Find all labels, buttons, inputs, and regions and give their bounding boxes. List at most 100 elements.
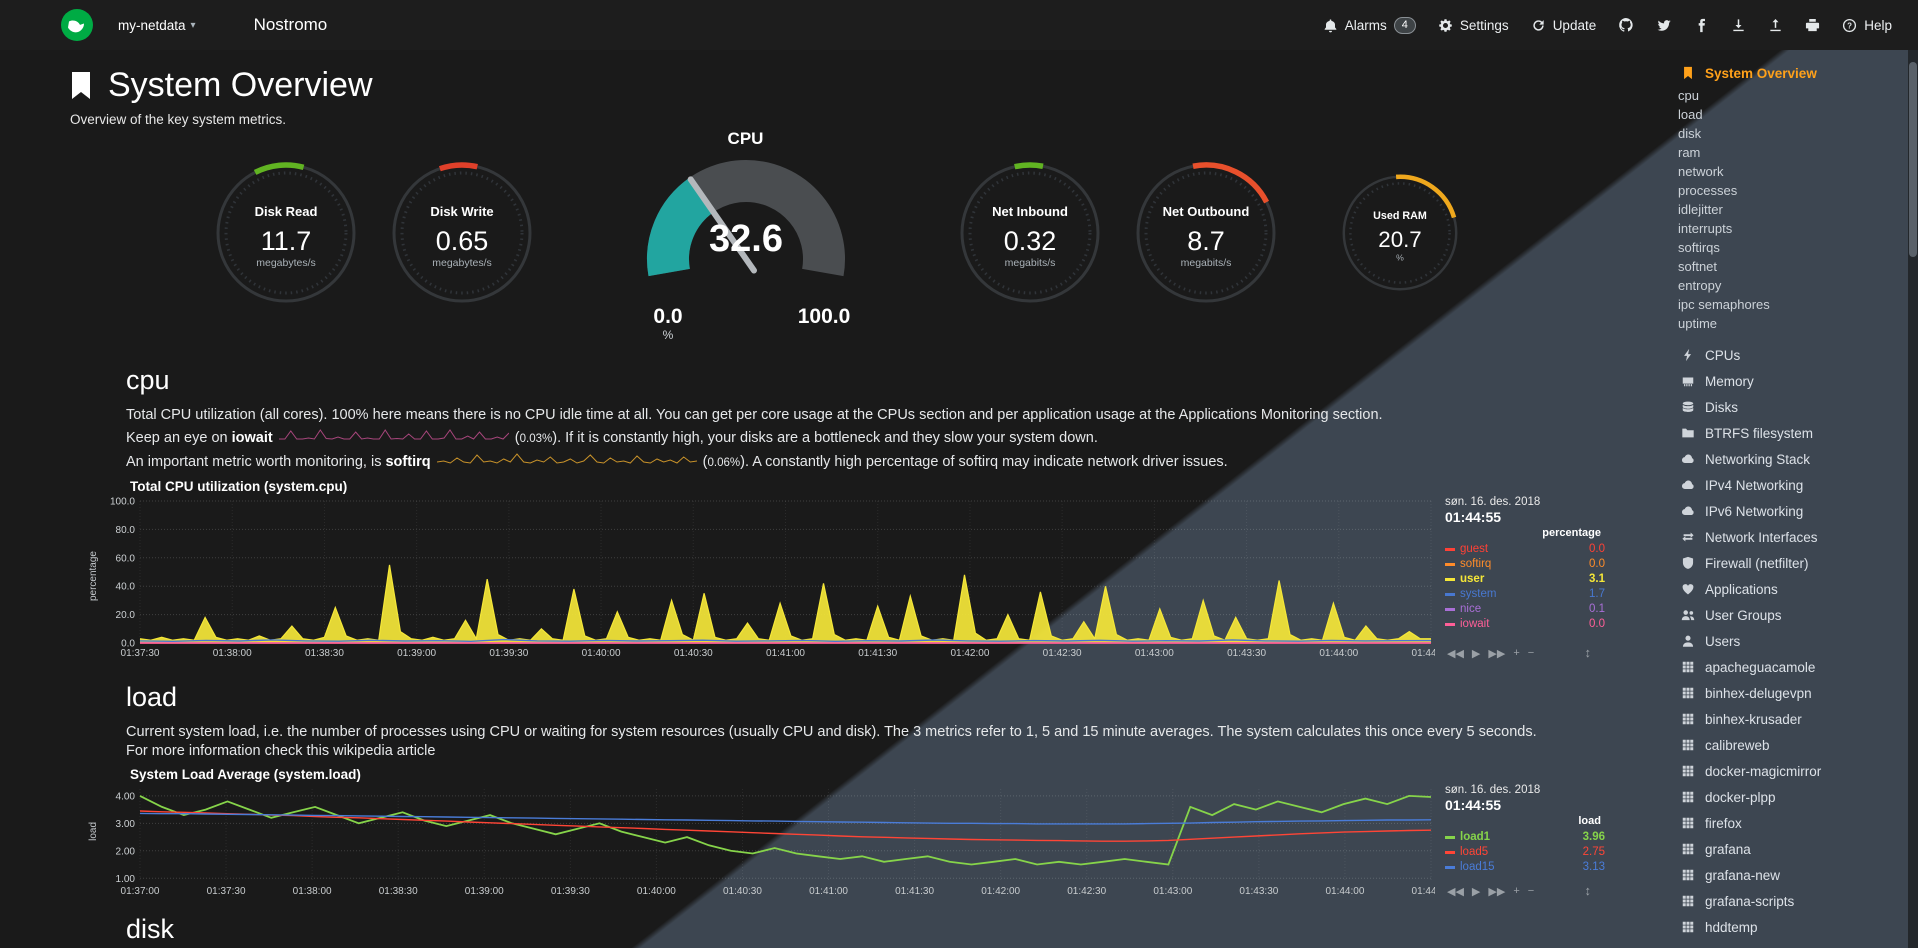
gauge-disk-read[interactable]: Disk Read 11.7 megabytes/s: [211, 158, 361, 313]
svg-text:01:42:00: 01:42:00: [981, 886, 1020, 897]
sidebar-item-apacheguacamole[interactable]: apacheguacamole: [1674, 654, 1906, 680]
sidebar-item-calibreweb[interactable]: calibreweb: [1674, 732, 1906, 758]
sidebar-item-docker-plpp[interactable]: docker-plpp: [1674, 784, 1906, 810]
facebook-icon: [1694, 18, 1709, 33]
hostname-dropdown[interactable]: my-netdata ▾: [118, 18, 196, 33]
svg-text:01:38:00: 01:38:00: [293, 886, 332, 897]
help-button[interactable]: ? Help: [1842, 18, 1892, 33]
legend-item-iowait[interactable]: iowait 0.0: [1445, 617, 1605, 632]
legend-item-system[interactable]: system 1.7: [1445, 587, 1605, 602]
play-button[interactable]: ▶: [1471, 647, 1481, 660]
sidebar-item-cpu[interactable]: cpu: [1674, 86, 1906, 105]
zoom-out-button[interactable]: −: [1527, 884, 1535, 897]
facebook-button[interactable]: [1694, 18, 1709, 33]
chart-resize-handle[interactable]: ↕: [1584, 882, 1592, 898]
zoom-in-button[interactable]: +: [1513, 646, 1520, 659]
sidebar-item-ipc-semaphores[interactable]: ipc semaphores: [1674, 295, 1906, 314]
sidebar-item-firefox[interactable]: firefox: [1674, 810, 1906, 836]
settings-button[interactable]: Settings: [1438, 18, 1509, 33]
alarms-button[interactable]: Alarms 4: [1323, 16, 1416, 34]
system-cpu-chart[interactable]: 0.0 20.0 40.0 60.0 80.0 100.0 01:37:30 01:38:00…: [100, 495, 1435, 660]
legend-series-name: load1: [1460, 831, 1491, 844]
sidebar-item-disk[interactable]: disk: [1674, 124, 1906, 143]
legend-unit: percentage: [1542, 526, 1601, 539]
legend-item-softirq[interactable]: softirq 0.0: [1445, 557, 1605, 572]
import-button[interactable]: [1768, 18, 1783, 33]
netdata-logo-icon[interactable]: [60, 8, 94, 42]
sidebar-item-interrupts[interactable]: interrupts: [1674, 219, 1906, 238]
zoom-in-button[interactable]: +: [1513, 884, 1520, 897]
sidebar-item-idlejitter[interactable]: idlejitter: [1674, 200, 1906, 219]
sidebar-item-entropy[interactable]: entropy: [1674, 276, 1906, 295]
sidebar-item-applications[interactable]: Applications: [1674, 576, 1906, 602]
sidebar-item-softnet[interactable]: softnet: [1674, 257, 1906, 276]
sidebar-item-binhex-krusader[interactable]: binhex-krusader: [1674, 706, 1906, 732]
sidebar-item-softirqs[interactable]: softirqs: [1674, 238, 1906, 257]
pan-backward-button[interactable]: ◀◀: [1447, 647, 1464, 660]
sidebar-item-users[interactable]: Users: [1674, 628, 1906, 654]
scrollbar-thumb[interactable]: [1909, 62, 1917, 257]
users-icon: [1678, 608, 1698, 622]
load-chart-block: System Load Average (system.load) load 1…: [88, 767, 1630, 898]
pan-forward-button[interactable]: ▶▶: [1488, 647, 1506, 660]
sidebar-item-network-interfaces[interactable]: Network Interfaces: [1674, 524, 1906, 550]
cloud-icon: [1678, 452, 1698, 466]
sidebar-item-memory[interactable]: Memory: [1674, 368, 1906, 394]
legend-series-name: load15: [1460, 861, 1495, 874]
sidebar-item-ipv6-networking[interactable]: IPv6 Networking: [1674, 498, 1906, 524]
sidebar-item-processes[interactable]: processes: [1674, 181, 1906, 200]
pan-backward-button[interactable]: ◀◀: [1447, 885, 1464, 898]
sidebar-item-ipv4-networking[interactable]: IPv4 Networking: [1674, 472, 1906, 498]
sidebar-item-grafana-new[interactable]: grafana-new: [1674, 862, 1906, 888]
legend-item-guest[interactable]: guest 0.0: [1445, 542, 1605, 557]
legend-unit: load: [1578, 814, 1601, 827]
legend-item-nice[interactable]: nice 0.1: [1445, 602, 1605, 617]
sidebar-item-load[interactable]: load: [1674, 105, 1906, 124]
pan-forward-button[interactable]: ▶▶: [1488, 885, 1506, 898]
legend-item-user[interactable]: user 3.1: [1445, 572, 1605, 587]
legend-series-name: system: [1460, 588, 1497, 601]
sidebar-item-system-overview[interactable]: System Overview: [1674, 60, 1906, 86]
iowait-value: 0.03%: [519, 432, 553, 445]
sidebar-item-hddtemp[interactable]: hddtemp: [1674, 914, 1906, 940]
sidebar-item-binhex-delugevpn[interactable]: binhex-delugevpn: [1674, 680, 1906, 706]
svg-text:4.00: 4.00: [116, 791, 136, 802]
sidebar-item-user-groups[interactable]: User Groups: [1674, 602, 1906, 628]
gauge-net-outbound[interactable]: Net Outbound 8.7 megabits/s: [1131, 158, 1281, 313]
sidebar-item-ram[interactable]: ram: [1674, 143, 1906, 162]
sidebar-item-network[interactable]: network: [1674, 162, 1906, 181]
print-button[interactable]: [1805, 18, 1820, 33]
sidebar-item-grafana-scripts[interactable]: grafana-scripts: [1674, 888, 1906, 914]
twitter-button[interactable]: [1656, 17, 1672, 33]
system-load-chart[interactable]: 1.00 2.00 3.00 4.00 01:37:00 01:37:30 01:38:00…: [100, 783, 1435, 898]
gauge-cpu[interactable]: CPU 32.6 0.0 100.0%: [596, 129, 896, 341]
chart-resize-handle[interactable]: ↕: [1584, 644, 1592, 660]
legend-item-load1[interactable]: load1 3.96: [1445, 830, 1605, 845]
gauge-disk-write[interactable]: Disk Write 0.65 megabytes/s: [387, 158, 537, 313]
sidebar-item-grafana[interactable]: grafana: [1674, 836, 1906, 862]
sidebar-item-docker-magicmirror[interactable]: docker-magicmirror: [1674, 758, 1906, 784]
zoom-out-button[interactable]: −: [1527, 646, 1535, 659]
legend-item-load15[interactable]: load15 3.13: [1445, 860, 1605, 875]
page-scrollbar[interactable]: [1908, 50, 1918, 948]
github-button[interactable]: [1618, 17, 1634, 33]
gauge-net-inbound[interactable]: Net Inbound 0.32 megabits/s: [955, 158, 1105, 313]
softirq-open-paren: (: [702, 453, 708, 470]
svg-text:01:43:30: 01:43:30: [1239, 886, 1278, 897]
play-button[interactable]: ▶: [1471, 885, 1481, 898]
legend-item-load5[interactable]: load5 2.75: [1445, 845, 1605, 860]
wikipedia-link[interactable]: wikipedia article: [333, 742, 436, 759]
gauge-used-ram[interactable]: Used RAM 20.7%: [1338, 171, 1462, 300]
sidebar-item-btrfs-filesystem[interactable]: BTRFS filesystem: [1674, 420, 1906, 446]
update-button[interactable]: Update: [1531, 17, 1597, 33]
sidebar-item-uptime[interactable]: uptime: [1674, 314, 1906, 333]
sidebar-item-disks[interactable]: Disks: [1674, 394, 1906, 420]
sidebar-item-firewall-netfilter[interactable]: Firewall (netfilter): [1674, 550, 1906, 576]
sidebar-item-networking-stack[interactable]: Networking Stack: [1674, 446, 1906, 472]
export-button[interactable]: [1731, 18, 1746, 33]
svg-text:megabits/s: megabits/s: [1180, 257, 1231, 269]
iowait-open-paren: (: [514, 429, 520, 446]
svg-text:20.7: 20.7: [1378, 227, 1421, 252]
update-label: Update: [1552, 17, 1597, 33]
sidebar-item-cpus[interactable]: CPUs: [1674, 342, 1906, 368]
